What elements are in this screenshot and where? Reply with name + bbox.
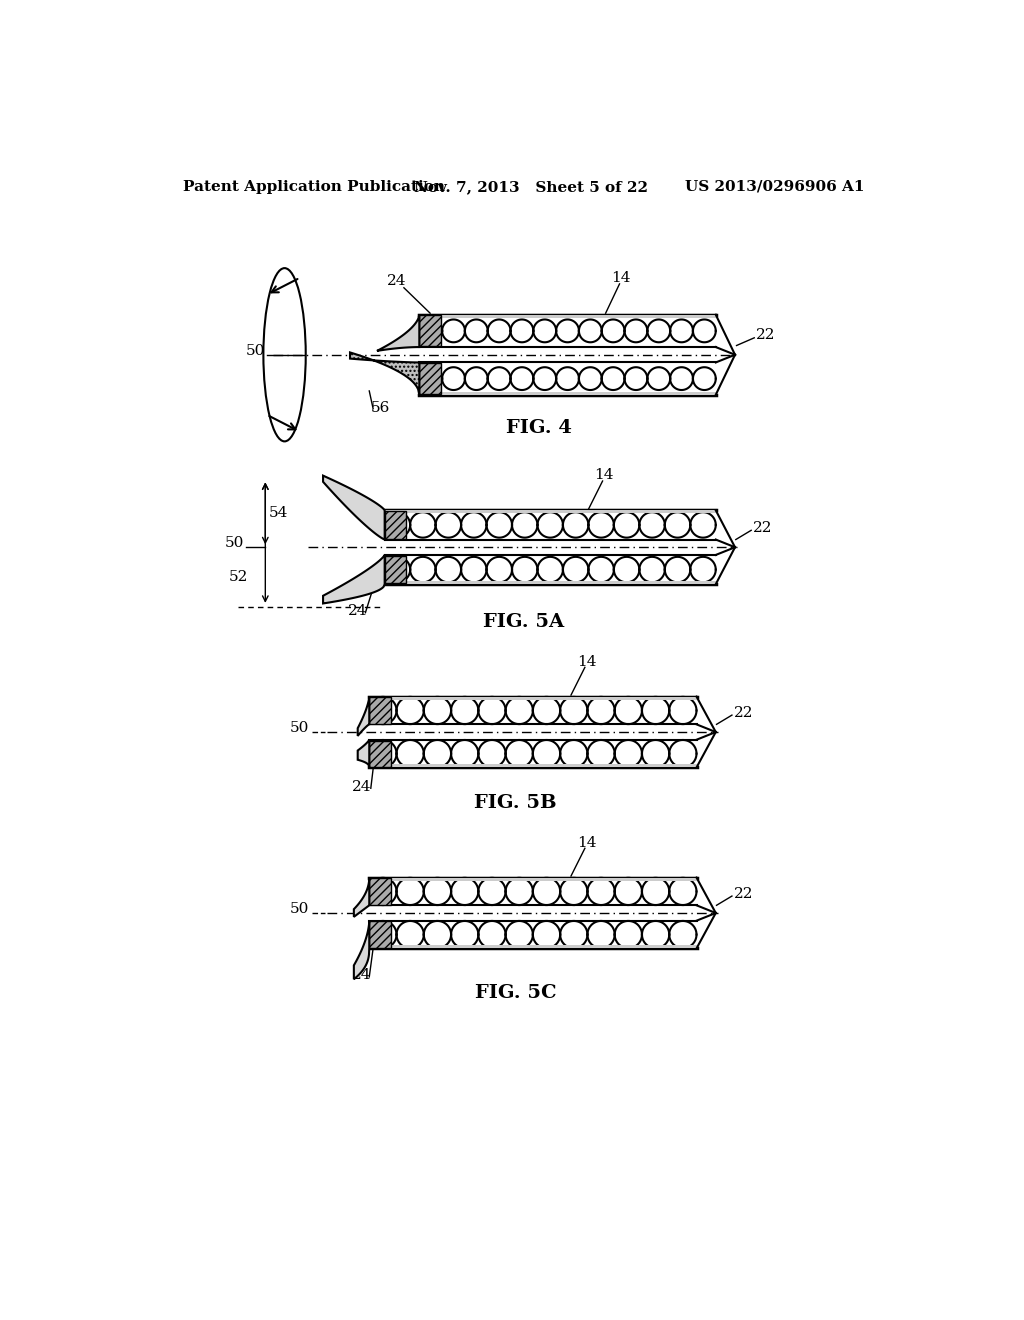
Text: 54: 54 (269, 507, 289, 520)
Polygon shape (385, 511, 407, 539)
Text: 24: 24 (348, 605, 368, 618)
Polygon shape (385, 556, 407, 583)
Polygon shape (370, 697, 696, 700)
Text: 14: 14 (577, 655, 596, 669)
Polygon shape (350, 352, 419, 395)
Text: 50: 50 (225, 536, 245, 550)
Polygon shape (370, 878, 391, 904)
Polygon shape (354, 878, 370, 917)
Polygon shape (419, 315, 441, 346)
Text: Patent Application Publication: Patent Application Publication (183, 180, 444, 194)
Text: US 2013/0296906 A1: US 2013/0296906 A1 (685, 180, 864, 194)
Text: 52: 52 (229, 569, 249, 583)
Text: FIG. 4: FIG. 4 (506, 420, 571, 437)
Polygon shape (323, 475, 385, 540)
Text: 50: 50 (290, 902, 309, 916)
Polygon shape (370, 878, 696, 880)
Text: FIG. 5B: FIG. 5B (474, 793, 557, 812)
Polygon shape (385, 581, 716, 585)
Text: 22: 22 (733, 706, 753, 719)
Polygon shape (354, 921, 370, 979)
Text: 14: 14 (577, 836, 596, 850)
Polygon shape (385, 511, 716, 513)
Polygon shape (370, 921, 391, 948)
Polygon shape (370, 945, 696, 949)
Text: 24: 24 (352, 780, 372, 793)
Polygon shape (370, 741, 391, 767)
Polygon shape (370, 764, 696, 767)
Polygon shape (357, 697, 370, 737)
Polygon shape (419, 314, 716, 318)
Polygon shape (323, 554, 385, 603)
Text: 24: 24 (386, 275, 406, 289)
Polygon shape (357, 739, 370, 767)
Text: 56: 56 (371, 401, 390, 414)
Text: FIG. 5C: FIG. 5C (475, 985, 556, 1002)
Text: 14: 14 (611, 272, 631, 285)
Polygon shape (419, 392, 716, 395)
Text: FIG. 5A: FIG. 5A (482, 612, 564, 631)
Polygon shape (377, 314, 419, 351)
Text: 50: 50 (246, 345, 265, 358)
Text: 22: 22 (756, 329, 775, 342)
Text: 14: 14 (594, 469, 613, 483)
Text: Nov. 7, 2013   Sheet 5 of 22: Nov. 7, 2013 Sheet 5 of 22 (414, 180, 648, 194)
Text: 50: 50 (290, 721, 309, 735)
Text: 22: 22 (733, 887, 753, 900)
Text: 22: 22 (753, 521, 772, 535)
Polygon shape (370, 697, 391, 723)
Polygon shape (419, 363, 441, 395)
Text: 24: 24 (352, 969, 372, 982)
